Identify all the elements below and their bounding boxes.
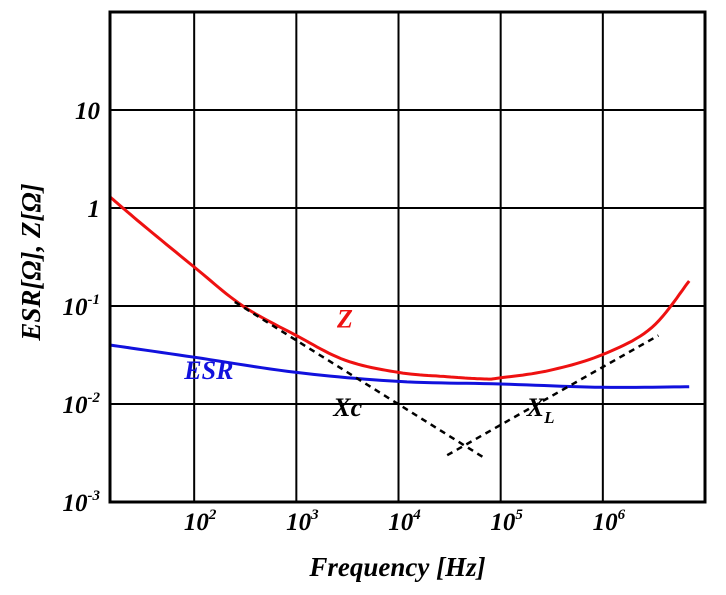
x-tick-label: 106 bbox=[593, 507, 626, 536]
x-tick-label: 104 bbox=[388, 507, 421, 536]
grid bbox=[110, 12, 705, 502]
x-tick-labels: 102 103 104 105 106 bbox=[184, 507, 626, 536]
series-line-xl bbox=[446, 334, 660, 457]
plot-frame bbox=[108, 10, 707, 504]
series-line-esr bbox=[109, 343, 690, 389]
y-tick-label: 10-1 bbox=[63, 292, 101, 321]
series-label-z: Z bbox=[336, 305, 353, 334]
y-tick-label: 10-3 bbox=[63, 488, 101, 517]
series-line-z bbox=[108, 195, 691, 381]
series-label-xc: Xc bbox=[332, 393, 362, 422]
series-group bbox=[108, 195, 691, 460]
y-tick-label: 10-2 bbox=[63, 390, 101, 419]
x-axis-title: Frequency [Hz] bbox=[308, 552, 485, 582]
x-tick-label: 105 bbox=[490, 507, 523, 536]
y-tick-label: 10 bbox=[75, 98, 101, 125]
series-line-xc bbox=[234, 300, 486, 460]
y-tick-labels: 10-3 10-2 10-1 1 10 bbox=[63, 98, 101, 517]
series-label-xl: XL bbox=[526, 393, 555, 427]
y-tick-label: 1 bbox=[88, 196, 101, 223]
series-labels: Z ESR Xc XL bbox=[183, 305, 554, 428]
series-label-esr: ESR bbox=[183, 356, 233, 385]
x-tick-label: 102 bbox=[184, 507, 217, 536]
y-axis-title: ESR[Ω], Z[Ω] bbox=[16, 183, 46, 341]
x-tick-label: 103 bbox=[286, 507, 319, 536]
